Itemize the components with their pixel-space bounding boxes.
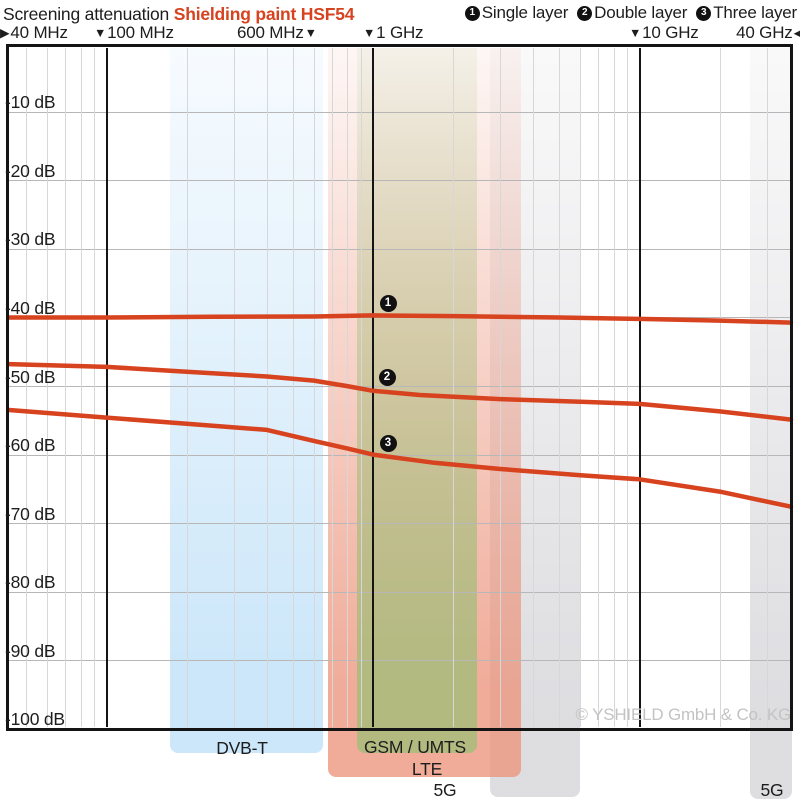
legend: 1 Single layer 2 Double layer 3 Three layer — [464, 3, 797, 23]
band-label-5g-mid: 5G — [433, 780, 457, 800]
legend-item-label: Three layer — [713, 3, 797, 22]
yaxis-label--10-dB: -10 dB — [5, 92, 56, 113]
arrow-down-icon: ▼ — [304, 25, 317, 40]
plot-frame — [6, 44, 793, 731]
freq-tick-100-MHz: ▼ 100 MHz — [94, 23, 174, 43]
gridline--90dB — [9, 660, 790, 661]
freq-tick-10-GHz: ▼ 10 GHz — [629, 23, 699, 43]
gridline--20dB — [9, 180, 790, 181]
freq-tick-600-MHz: 600 MHz ▼ — [237, 23, 317, 43]
yaxis-label--100-dB: -100 dB — [5, 709, 65, 730]
curve-marker-2: 2 — [378, 368, 396, 386]
freq-tick-label: 600 MHz — [237, 23, 304, 42]
yaxis-label--50-dB: -50 dB — [5, 366, 56, 387]
legend-item-double-layer: 2 Double layer — [577, 3, 687, 23]
yaxis-label--70-dB: -70 dB — [5, 503, 56, 524]
freq-tick-label: 1 GHz — [376, 23, 424, 42]
freq-tick-40-GHz: 40 GHz ◀ — [736, 23, 800, 43]
gridline--70dB — [9, 523, 790, 524]
arrow-left-icon: ◀ — [793, 26, 800, 40]
yaxis-label--90-dB: -90 dB — [5, 640, 56, 661]
freq-tick-label: 100 MHz — [107, 23, 174, 42]
freq-tick-label: 40 MHz — [10, 23, 68, 42]
band-label-gsm-umts: GSM / UMTS — [363, 737, 467, 757]
freq-tick-label: 40 GHz — [736, 23, 793, 42]
curve-marker-3: 3 — [379, 434, 397, 452]
yaxis-label--30-dB: -30 dB — [5, 229, 56, 250]
band-label-5g-right: 5G — [760, 780, 784, 800]
yaxis-label--80-dB: -80 dB — [5, 572, 56, 593]
gridline--30dB — [9, 249, 790, 250]
yaxis-label--60-dB: -60 dB — [5, 435, 56, 456]
gridline--80dB — [9, 592, 790, 593]
chart-title-product: Shielding paint HSF54 — [173, 4, 355, 24]
legend-marker-2-icon: 2 — [577, 5, 593, 21]
legend-item-three-layer: 3 Three layer — [696, 3, 797, 23]
chart-title-prefix: Screening attenuation — [3, 4, 174, 24]
freq-tick-1-GHz: ▼ 1 GHz — [363, 23, 424, 43]
legend-item-label: Double layer — [594, 3, 688, 22]
arrow-down-icon: ▼ — [363, 25, 376, 40]
legend-marker-1-icon: 1 — [464, 5, 480, 21]
yaxis-label--20-dB: -20 dB — [5, 160, 56, 181]
band-label-dvbt: DVB-T — [216, 738, 268, 758]
arrow-down-icon: ▼ — [94, 25, 107, 40]
band-label-lte: LTE — [411, 759, 443, 779]
legend-item-single-layer: 1 Single layer — [464, 3, 569, 23]
gridline--10dB — [9, 112, 790, 113]
legend-marker-3-icon: 3 — [696, 5, 712, 21]
yaxis-label--40-dB: -40 dB — [5, 297, 56, 318]
arrow-down-icon: ▼ — [629, 25, 642, 40]
curve-marker-1: 1 — [379, 294, 397, 312]
freq-tick-40-MHz: ▶ 40 MHz — [0, 23, 68, 43]
arrow-right-icon: ▶ — [0, 26, 10, 40]
freq-tick-label: 10 GHz — [642, 23, 699, 42]
chart-title: Screening attenuation Shielding paint HS… — [3, 4, 354, 25]
legend-item-label: Single layer — [481, 3, 569, 22]
copyright-text: © YSHIELD GmbH & Co. KG — [575, 705, 792, 724]
